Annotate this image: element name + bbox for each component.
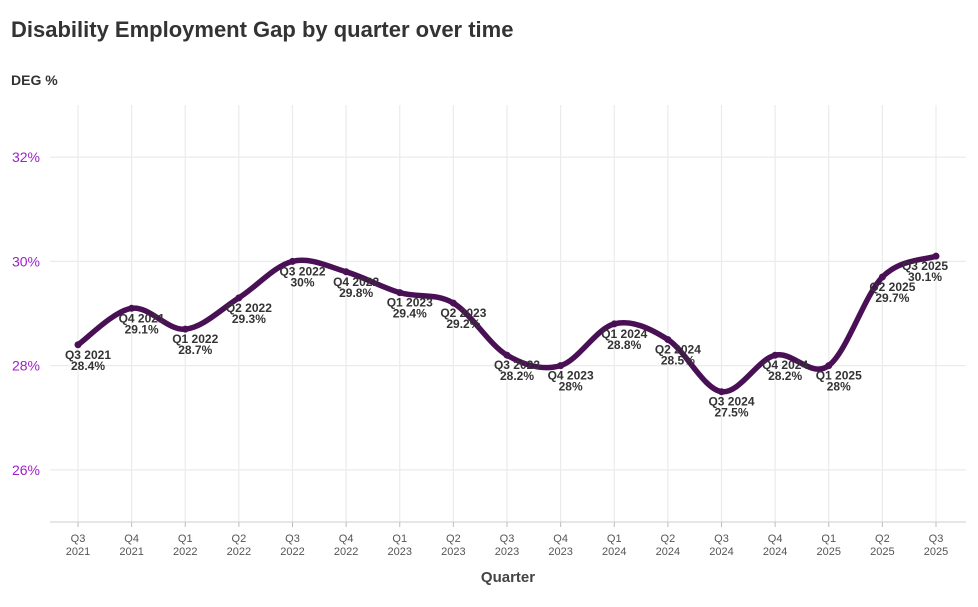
- x-tick-label-year: 2021: [66, 546, 90, 558]
- data-point: [610, 320, 618, 328]
- data-label-value: 27.5%: [714, 406, 748, 420]
- x-tick-label-quarter: Q2: [661, 533, 676, 545]
- y-tick-label: 32%: [12, 149, 40, 165]
- data-point: [878, 273, 886, 281]
- data-label-value: 28.5%: [661, 354, 695, 368]
- data-point: [289, 257, 296, 265]
- x-tick-label-year: 2023: [495, 546, 519, 558]
- x-tick-label-quarter: Q4: [124, 533, 139, 545]
- data-label-value: 29.7%: [875, 291, 909, 305]
- y-tick-label: 28%: [12, 358, 40, 374]
- x-tick-label-year: 2024: [763, 546, 787, 558]
- x-tick-label-year: 2022: [227, 546, 251, 558]
- x-tick-label-year: 2025: [817, 546, 841, 558]
- chart-title: Disability Employment Gap by quarter ove…: [11, 17, 514, 42]
- data-point: [557, 362, 565, 370]
- x-tick-label-quarter: Q4: [768, 533, 783, 545]
- x-tick-label-year: 2023: [441, 546, 465, 558]
- x-tick-label-year: 2025: [924, 546, 948, 558]
- x-tick-label-quarter: Q2: [446, 533, 461, 545]
- data-label-quarter: Q3 2022: [279, 264, 325, 278]
- data-label-value: 29.8%: [339, 286, 373, 300]
- data-label-quarter: Q3 2024: [708, 395, 754, 409]
- y-tick-label: 30%: [12, 253, 40, 269]
- data-label-quarter: Q2 2023: [440, 306, 486, 320]
- x-tick-label-year: 2022: [334, 546, 358, 558]
- y-axis-title: DEG %: [11, 72, 58, 88]
- data-point: [449, 299, 457, 307]
- x-tick-label-quarter: Q1: [821, 533, 836, 545]
- data-label-quarter: Q2 2025: [869, 280, 915, 294]
- data-point: [396, 289, 404, 297]
- x-tick-label-year: 2023: [548, 546, 572, 558]
- data-label-value: 28%: [827, 380, 851, 394]
- data-point: [74, 341, 82, 349]
- data-point: [342, 268, 350, 276]
- x-tick-label-year: 2023: [388, 546, 412, 558]
- data-label-quarter: Q4 2024: [762, 358, 808, 372]
- data-point: [503, 351, 511, 359]
- data-label-value: 30.1%: [908, 270, 942, 284]
- x-axis-title: Quarter: [481, 569, 535, 586]
- data-label-quarter: Q3 2023: [494, 358, 540, 372]
- data-label-quarter: Q1 2025: [816, 369, 862, 383]
- data-point: [664, 336, 672, 344]
- x-tick-label-year: 2021: [119, 546, 143, 558]
- x-tick-label-year: 2025: [870, 546, 894, 558]
- data-label-value: 28.7%: [178, 343, 212, 357]
- x-tick-label-quarter: Q3: [714, 533, 729, 545]
- x-tick-label-quarter: Q3: [929, 533, 944, 545]
- data-label-value: 29.3%: [232, 312, 266, 326]
- x-tick-label-quarter: Q3: [500, 533, 515, 545]
- data-label-quarter: Q4 2022: [333, 275, 379, 289]
- x-tick-label-year: 2024: [656, 546, 680, 558]
- data-label-quarter: Q4 2023: [548, 369, 594, 383]
- x-tick-label-quarter: Q4: [339, 533, 354, 545]
- x-tick-label-year: 2022: [173, 546, 197, 558]
- data-label-quarter: Q1 2022: [172, 332, 218, 346]
- data-label-value: 29.2%: [446, 317, 480, 331]
- x-tick-label-year: 2024: [709, 546, 733, 558]
- series-layer: [74, 252, 940, 396]
- data-label-quarter: Q4 2021: [119, 311, 165, 325]
- x-tick-label-year: 2022: [280, 546, 304, 558]
- data-label-quarter: Q2 2022: [226, 301, 272, 315]
- data-label-quarter: Q1 2024: [601, 327, 647, 341]
- data-label-quarter: Q3 2025: [902, 259, 948, 273]
- data-label-value: 29.4%: [393, 307, 427, 321]
- x-tick-label-quarter: Q2: [232, 533, 247, 545]
- y-tick-label: 26%: [12, 462, 40, 478]
- x-tick-label-quarter: Q1: [392, 533, 407, 545]
- data-label-value: 28.8%: [607, 338, 641, 352]
- x-tick-label-quarter: Q1: [178, 533, 193, 545]
- data-label-value: 28.2%: [500, 369, 534, 383]
- data-point: [825, 362, 833, 370]
- data-label-value: 30%: [290, 275, 314, 289]
- data-point: [771, 351, 779, 359]
- y-axis-ticks: 26% 28% 30% 32%: [12, 149, 40, 478]
- data-label-value: 28.4%: [71, 359, 105, 373]
- x-tick-label-quarter: Q2: [875, 533, 890, 545]
- x-tick-label-year: 2024: [602, 546, 626, 558]
- data-label-quarter: Q3 2021: [65, 348, 111, 362]
- data-label-value: 28.2%: [768, 369, 802, 383]
- data-label-value: 28%: [559, 380, 583, 394]
- x-tick-label-quarter: Q3: [71, 533, 86, 545]
- data-point: [932, 252, 940, 260]
- x-tick-label-quarter: Q3: [285, 533, 300, 545]
- data-point: [181, 325, 189, 333]
- x-axis-ticks: Q32021Q42021Q12022Q22022Q32022Q42022Q120…: [50, 521, 966, 558]
- data-label-quarter: Q2 2024: [655, 343, 701, 357]
- x-tick-label-quarter: Q4: [553, 533, 568, 545]
- data-point: [235, 294, 243, 302]
- series-line-deg: [75, 253, 939, 395]
- data-point: [128, 304, 136, 312]
- data-point: [718, 388, 725, 396]
- x-tick-label-quarter: Q1: [607, 533, 622, 545]
- gridlines: [50, 105, 966, 522]
- data-label-value: 29.1%: [125, 322, 159, 336]
- data-label-quarter: Q1 2023: [387, 296, 433, 310]
